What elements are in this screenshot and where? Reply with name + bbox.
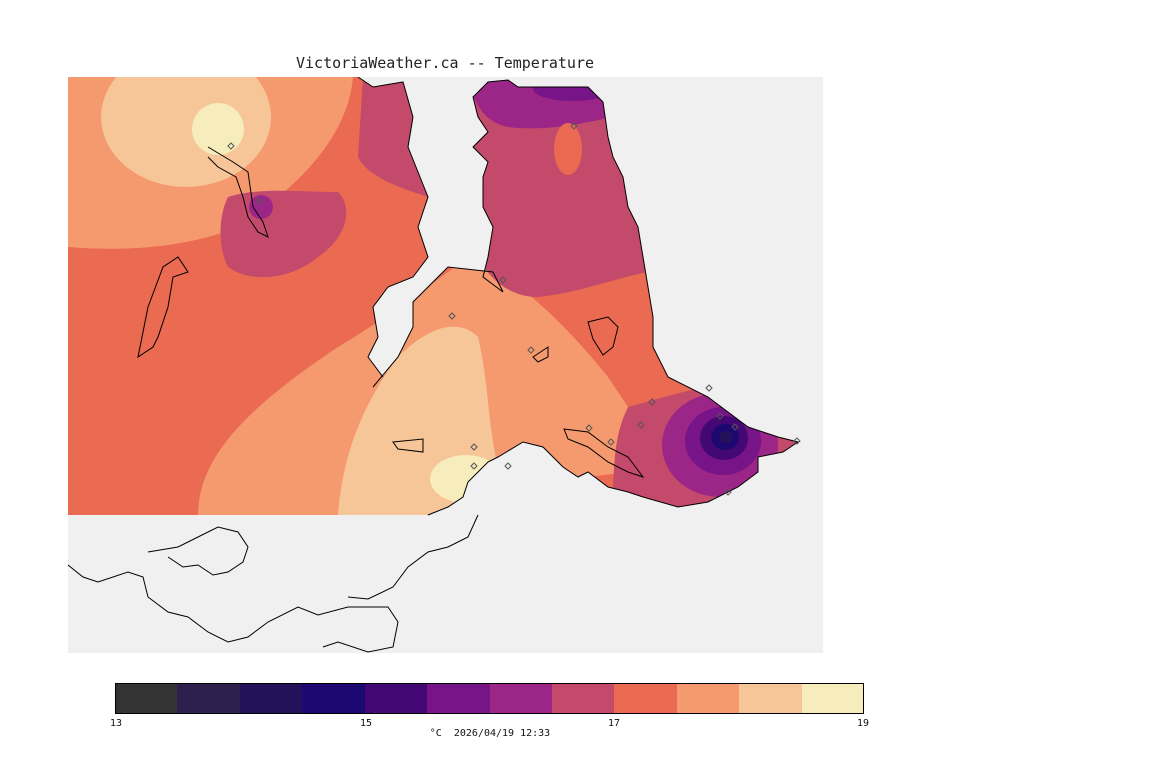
colorbar-band xyxy=(677,683,739,714)
station-marker xyxy=(585,424,593,432)
colorbar-band xyxy=(739,683,802,714)
station-marker xyxy=(570,122,578,130)
station-marker xyxy=(256,197,264,205)
colorbar-bands xyxy=(115,683,864,714)
timestamp: 2026/04/19 12:33 xyxy=(453,728,551,739)
station-marker xyxy=(607,438,615,446)
colorbar-band xyxy=(490,683,552,714)
station-marker xyxy=(716,412,724,420)
colorbar-band xyxy=(115,683,177,714)
station-marker xyxy=(448,312,456,320)
colorbar-tick-label: 17 xyxy=(607,718,621,729)
hot-core-north xyxy=(192,103,244,155)
station-marker xyxy=(731,423,739,431)
colorbar-band xyxy=(802,683,864,714)
station-marker xyxy=(470,443,478,451)
station-marker xyxy=(648,398,656,406)
temperature-map xyxy=(68,77,823,653)
colorbar xyxy=(115,683,864,714)
station-marker xyxy=(227,142,235,150)
station-marker xyxy=(724,488,732,496)
unit-label: °C xyxy=(429,728,442,739)
colorbar-tick-label: 13 xyxy=(109,718,123,729)
station-marker xyxy=(793,437,801,445)
station-marker xyxy=(499,276,507,284)
colorbar-band xyxy=(302,683,365,714)
station-marker xyxy=(705,384,713,392)
colorbar-band xyxy=(177,683,240,714)
station-marker xyxy=(527,346,535,354)
station-marker xyxy=(504,462,512,470)
colorbar-tick-label: 15 xyxy=(359,718,373,729)
station-markers xyxy=(227,122,801,496)
colorbar-band xyxy=(240,683,302,714)
cold-core xyxy=(719,431,733,443)
warm-spot-north-east xyxy=(554,123,582,175)
colorbar-tick-label: 19 xyxy=(856,718,870,729)
colorbar-band xyxy=(365,683,427,714)
colorbar-band xyxy=(427,683,490,714)
colorbar-band xyxy=(614,683,677,714)
coastline xyxy=(68,77,800,653)
page-title: VictoriaWeather.ca -- Temperature xyxy=(295,54,594,72)
station-marker xyxy=(470,462,478,470)
station-marker xyxy=(637,421,645,429)
colorbar-band xyxy=(552,683,614,714)
cool-spot-lake xyxy=(249,195,273,219)
colorbar-caption: °C 2026/04/19 12:33 xyxy=(0,728,980,739)
